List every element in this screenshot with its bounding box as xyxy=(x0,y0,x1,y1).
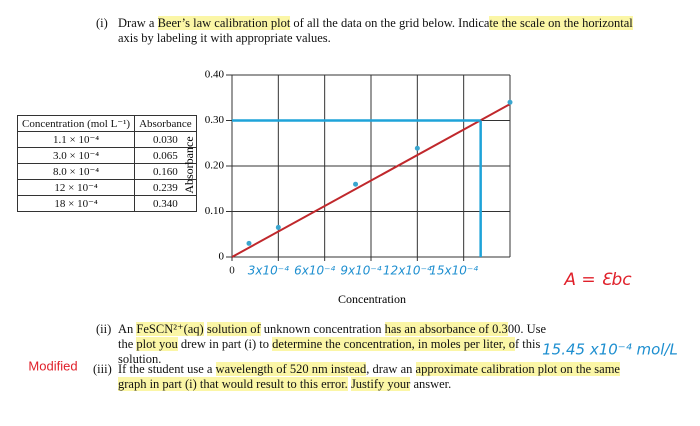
table-row: 3.0 × 10⁻⁴ 0.065 xyxy=(16,147,197,164)
table-row: 12 × 10⁻⁴ 0.239 xyxy=(16,179,197,196)
table-cell: 0.340 xyxy=(134,195,197,212)
text-segment: solution of xyxy=(206,322,261,336)
question-label: (ii) xyxy=(96,322,112,336)
text-segment: wavelength of 520 nm instead xyxy=(215,362,367,376)
x-tick-label: 3x10⁻⁴ xyxy=(248,264,289,278)
text-segment: An xyxy=(118,322,137,336)
text-segment: Draw a xyxy=(118,16,158,30)
text-segment: of all the data on the grid below. Indic… xyxy=(290,16,490,30)
data-table: Concentration (mol L⁻¹) Absorbance 1.1 × 1… xyxy=(16,115,197,212)
text-segment: axis by labeling it with appropriate val… xyxy=(118,31,331,45)
text-segment: drew in part (i) to xyxy=(177,337,273,351)
modified-label: Modified xyxy=(28,358,77,373)
text-segment: te the scale on the horizontal xyxy=(489,16,633,30)
x-axis-label: Concentration xyxy=(338,292,406,306)
handwritten-answer: 15.45 x10⁻⁴ mol/L xyxy=(542,341,678,359)
text-segment: determine the concentration, in moles pe… xyxy=(272,337,515,351)
data-point xyxy=(414,145,420,151)
text-segment: f this solution. xyxy=(118,337,541,366)
text-segment: answer. xyxy=(410,377,452,391)
table-row: 18 × 10⁻⁴ 0.340 xyxy=(16,195,197,212)
data-point xyxy=(507,99,513,105)
y-tick-label: 0.30 xyxy=(205,114,225,126)
data-point xyxy=(246,240,252,246)
x-tick-label: 0 xyxy=(229,265,235,277)
text-segment: Justify your xyxy=(350,377,411,391)
table-cell: 18 × 10⁻⁴ xyxy=(16,195,136,212)
question-label: (iii) xyxy=(93,362,112,376)
fit-line xyxy=(231,103,511,258)
question-i: (i) Draw a Beer’s law calibration plot of… xyxy=(96,16,653,46)
handwritten-equation: A = Ɛbc xyxy=(563,270,632,290)
text-segment: FeSCN²⁺(aq) xyxy=(136,322,204,336)
question-iii: (iii) If the student use a wavelength of … xyxy=(93,362,638,392)
y-tick-label: 0 xyxy=(219,251,225,263)
table-cell: 1.1 × 10⁻⁴ xyxy=(16,131,136,148)
y-axis-label: Absorbance xyxy=(182,136,196,193)
table-row: 1.1 × 10⁻⁴ 0.030 xyxy=(16,131,197,148)
text-segment: 00. Use the xyxy=(118,322,547,351)
table-cell: 12 × 10⁻⁴ xyxy=(16,179,136,196)
x-tick-label: 9x10⁻⁴ xyxy=(340,264,381,278)
text-segment: Beer’s law calibration plot xyxy=(157,16,291,30)
x-tick-label: 15x10⁻⁴ xyxy=(429,264,478,278)
table-cell: 0.239 xyxy=(134,179,197,196)
text-segment: has an absorbance of 0.3 xyxy=(384,322,508,336)
data-point xyxy=(275,224,281,230)
table-cell: 0.160 xyxy=(134,163,197,180)
question-label: (i) xyxy=(96,16,108,30)
text-segment: If the student use a xyxy=(118,362,216,376)
data-point xyxy=(353,181,359,187)
text-segment: unknown concentration xyxy=(260,322,385,336)
text-segment: , draw an xyxy=(366,362,416,376)
y-tick-label: 0.10 xyxy=(205,205,225,217)
y-tick-label: 0.40 xyxy=(205,69,225,81)
x-tick-label: 12x10⁻⁴ xyxy=(383,264,432,278)
question-ii: (ii) An FeSCN²⁺(aq) solution of unknown c… xyxy=(96,322,548,367)
y-tick-label: 0.20 xyxy=(205,160,225,172)
x-tick-label: 6x10⁻⁴ xyxy=(294,264,335,278)
table-cell: 0.065 xyxy=(134,147,197,164)
text-segment: plot you xyxy=(136,337,178,351)
